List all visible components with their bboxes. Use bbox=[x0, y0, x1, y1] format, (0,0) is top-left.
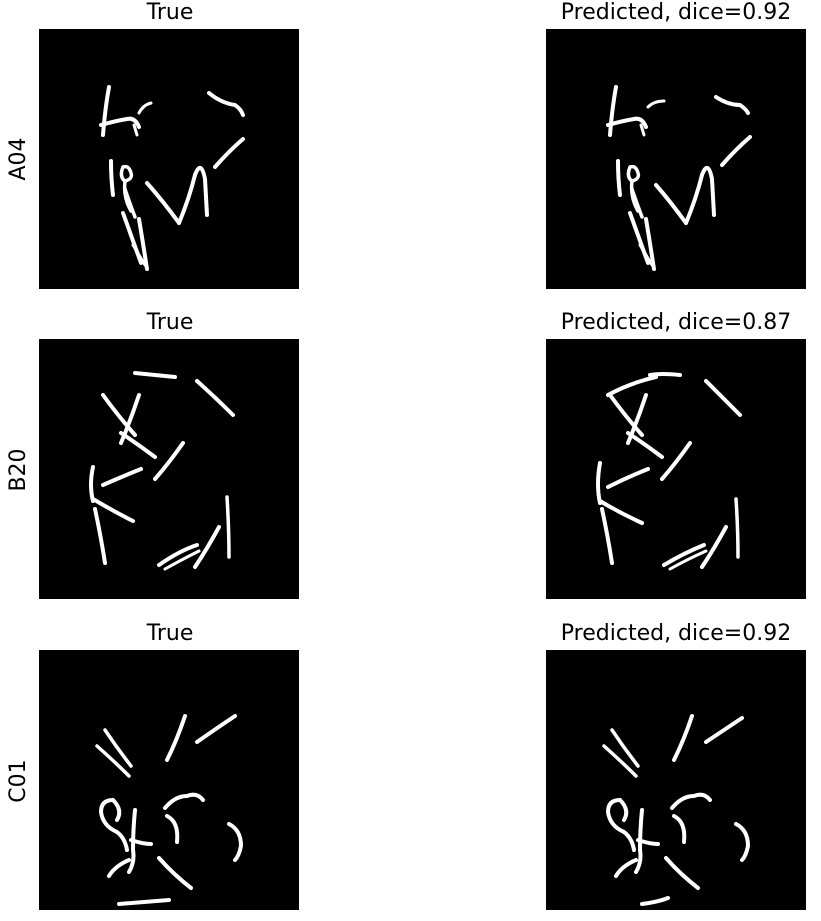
true-title-b20: True bbox=[146, 310, 194, 335]
true-mask-b20-image bbox=[89, 371, 235, 571]
row-label-a04: A04 bbox=[6, 137, 31, 181]
predicted-mask-c01 bbox=[546, 650, 806, 910]
true-mask-c01-image bbox=[95, 714, 243, 906]
true-mask-a04 bbox=[39, 29, 299, 289]
true-title-a04: True bbox=[146, 0, 194, 25]
predicted-mask-c01-image bbox=[602, 714, 750, 906]
row-label-c01: C01 bbox=[6, 759, 31, 803]
true-mask-a04-image bbox=[99, 85, 245, 271]
predicted-title-a04: Predicted, dice=0.92 bbox=[560, 0, 792, 25]
row-label-b20: B20 bbox=[6, 448, 31, 492]
true-title-c01: True bbox=[146, 621, 194, 646]
predicted-mask-b20-image bbox=[596, 372, 742, 571]
true-mask-b20 bbox=[39, 339, 299, 599]
predicted-mask-b20 bbox=[546, 339, 806, 599]
predicted-title-c01: Predicted, dice=0.92 bbox=[560, 621, 792, 646]
true-mask-c01 bbox=[39, 650, 299, 910]
predicted-title-b20: Predicted, dice=0.87 bbox=[560, 310, 792, 335]
predicted-mask-a04-image bbox=[606, 85, 752, 271]
predicted-mask-a04 bbox=[546, 29, 806, 289]
